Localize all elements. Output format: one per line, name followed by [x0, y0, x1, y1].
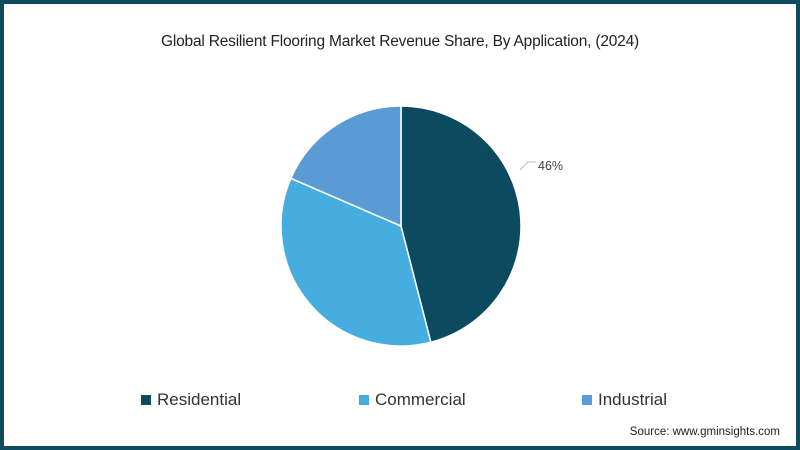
legend-item-residential: Residential — [141, 390, 241, 410]
legend: Residential Commercial Industrial — [0, 390, 800, 412]
legend-item-industrial: Industrial — [582, 390, 667, 410]
pie-slice-commercial — [280, 177, 432, 347]
legend-label: Commercial — [375, 390, 466, 409]
source-note: Source: www.gminsights.com — [629, 426, 780, 438]
legend-label: Residential — [157, 390, 242, 409]
legend-item-commercial: Commercial — [359, 390, 466, 410]
chart-title: Global Resilient Flooring Market Revenue… — [161, 33, 639, 50]
commercial-swatch-icon — [359, 395, 369, 405]
residential-percent-label: 46% — [538, 159, 563, 173]
residential-swatch-icon — [141, 395, 151, 405]
legend-label: Industrial — [598, 390, 667, 409]
leader-line — [519, 161, 536, 171]
pie-slice-industrial — [289, 105, 402, 228]
industrial-swatch-icon — [582, 395, 592, 405]
pie-slice-residential — [400, 105, 522, 344]
